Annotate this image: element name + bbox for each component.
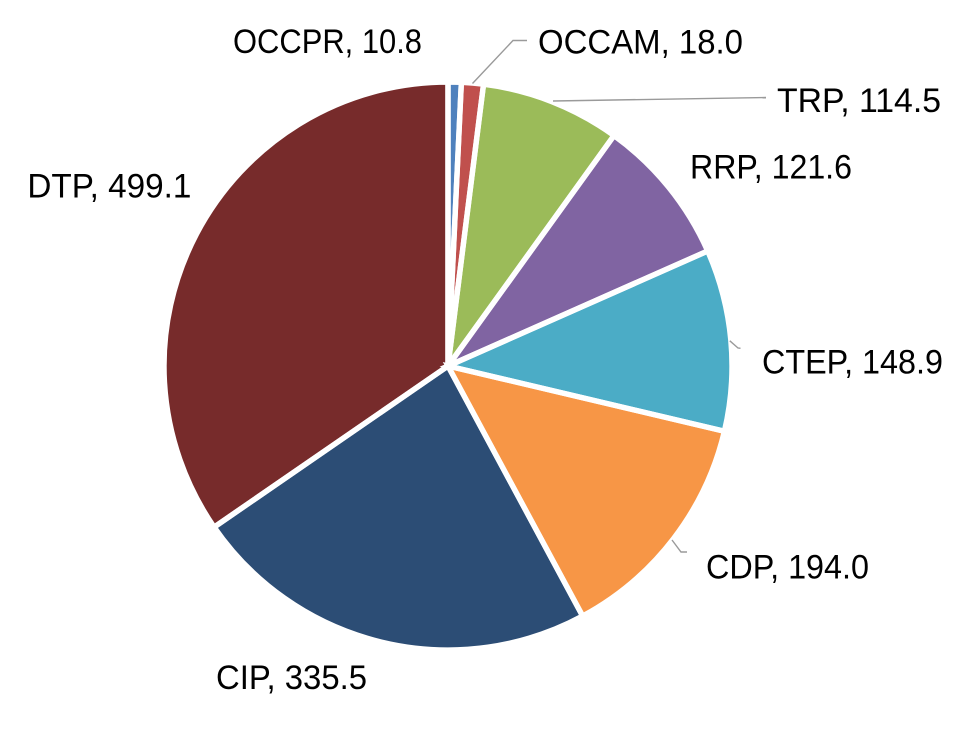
svg-text:CTEP, 148.9: CTEP, 148.9 [762, 343, 943, 381]
svg-text:CIP, 335.5: CIP, 335.5 [216, 659, 367, 697]
svg-text:RRP, 121.6: RRP, 121.6 [690, 149, 852, 187]
svg-text:CDP, 194.0: CDP, 194.0 [706, 548, 869, 586]
svg-text:OCCPR, 10.8: OCCPR, 10.8 [233, 23, 422, 61]
svg-text:TRP, 114.5: TRP, 114.5 [777, 82, 941, 120]
svg-text:DTP, 499.1: DTP, 499.1 [27, 167, 191, 205]
svg-text:OCCAM, 18.0: OCCAM, 18.0 [538, 24, 743, 62]
